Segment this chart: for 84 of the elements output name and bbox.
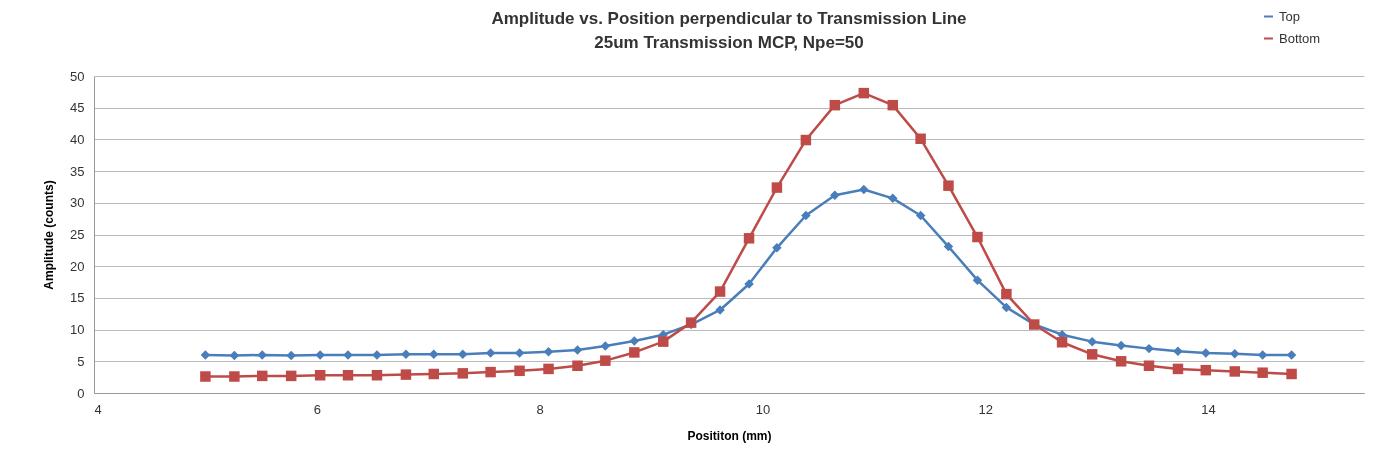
legend-label: Top <box>1279 8 1300 24</box>
point <box>743 233 755 244</box>
point <box>771 182 783 193</box>
point <box>371 370 383 381</box>
point <box>514 365 525 377</box>
point <box>1087 336 1097 347</box>
point <box>829 99 841 111</box>
y-tick-label: 20 <box>70 258 85 274</box>
point <box>458 349 468 360</box>
point <box>572 345 583 355</box>
point <box>830 190 840 200</box>
point <box>428 368 440 380</box>
point <box>800 134 812 146</box>
point <box>1001 302 1012 313</box>
point <box>400 369 412 380</box>
point <box>256 370 268 382</box>
point <box>1001 288 1012 300</box>
y-tick-label: 5 <box>77 353 85 369</box>
point <box>429 349 439 360</box>
x-tick-label: 6 <box>313 401 321 417</box>
y-tick-label: 15 <box>70 290 85 306</box>
point <box>859 184 869 195</box>
x-tick-label: 14 <box>1201 401 1216 417</box>
y-tick-label: 50 <box>70 68 85 84</box>
point <box>600 341 611 351</box>
point <box>629 336 640 346</box>
point <box>1172 363 1184 375</box>
point <box>1115 356 1127 367</box>
point <box>972 231 983 243</box>
point <box>200 371 211 382</box>
point <box>1143 360 1155 371</box>
point <box>1056 337 1068 348</box>
y-tick-label: 10 <box>70 322 85 338</box>
point <box>286 350 296 361</box>
text: 25um Transmission MCP, Npe=50 <box>594 33 864 52</box>
point <box>600 355 611 366</box>
point <box>572 360 583 371</box>
point <box>772 243 782 253</box>
x-tick-label: 12 <box>978 401 993 417</box>
point <box>314 370 326 381</box>
point <box>1116 340 1126 351</box>
point <box>1229 366 1241 377</box>
point <box>1144 343 1154 354</box>
point <box>915 210 926 221</box>
point <box>1286 368 1297 380</box>
point <box>1201 348 1211 358</box>
point <box>888 193 898 204</box>
y-tick-label: 0 <box>77 385 85 401</box>
point <box>1086 349 1098 360</box>
point <box>1257 367 1268 378</box>
point <box>1200 364 1212 376</box>
y-tick-label: 40 <box>70 131 85 147</box>
x-tick-label: 4 <box>94 401 102 417</box>
point <box>629 347 640 358</box>
point <box>229 350 240 361</box>
point <box>714 286 726 297</box>
y-tick-label: 25 <box>70 227 85 242</box>
y-axis-title: Amplitude (counts) <box>42 180 57 290</box>
point <box>229 371 240 382</box>
y-tick-label: 35 <box>70 163 85 179</box>
point <box>457 368 468 379</box>
point <box>658 336 669 347</box>
point <box>401 349 411 360</box>
point <box>285 370 297 382</box>
point <box>887 99 899 111</box>
point <box>543 363 554 375</box>
legend-label: Bottom <box>1279 30 1321 46</box>
text: Amplitude vs. Position perpendicular to Transmission Line <box>491 9 967 28</box>
point <box>485 366 496 378</box>
point <box>915 133 926 145</box>
x-tick-label: 8 <box>536 401 544 417</box>
point <box>972 275 983 285</box>
point <box>543 347 554 357</box>
x-tick-label: 10 <box>755 401 771 417</box>
y-tick-label: 30 <box>70 195 85 211</box>
point <box>801 210 811 221</box>
point <box>858 87 870 99</box>
point <box>257 350 267 360</box>
point <box>943 241 954 252</box>
point <box>943 180 954 191</box>
x-axis-title: Posititon (mm) <box>687 428 772 443</box>
y-tick-label: 45 <box>70 100 85 116</box>
point <box>1230 348 1240 359</box>
point <box>342 370 354 381</box>
